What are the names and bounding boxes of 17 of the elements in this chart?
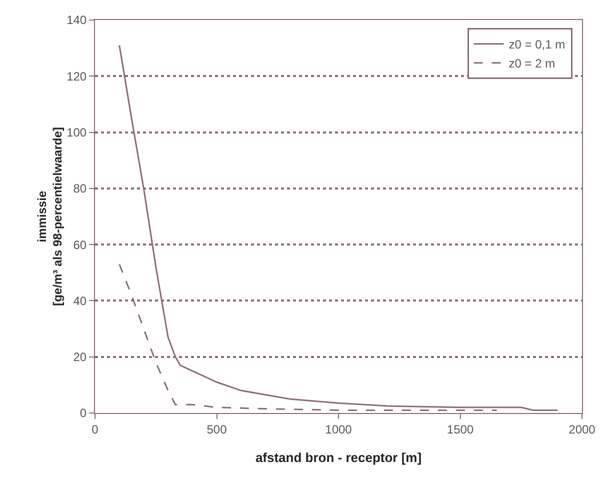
x-tick-label: 0 xyxy=(92,422,99,436)
x-tick-label: 2000 xyxy=(568,422,596,436)
y-tick-label: 60 xyxy=(73,238,87,252)
x-tick-label: 500 xyxy=(206,422,228,436)
x-tick-label: 1500 xyxy=(446,422,474,436)
y-tick-label: 40 xyxy=(73,294,87,308)
y-tick-label: 100 xyxy=(66,125,87,140)
legend-label: z0 = 0,1 m xyxy=(508,38,566,52)
y-tick-label: 120 xyxy=(66,69,87,84)
x-tick-label: 1000 xyxy=(325,422,352,436)
y-axis-title: immissie [ge/m³ als 98-percentielwaarde] xyxy=(34,127,65,306)
y-tick-label: 140 xyxy=(66,13,87,28)
y-tick-label: 20 xyxy=(73,350,87,364)
y-tick-label: 0 xyxy=(80,406,87,420)
x-axis-title: afstand bron - receptor [m] xyxy=(255,450,422,465)
y-tick-label: 80 xyxy=(73,182,87,196)
legend-label: z0 = 2 m xyxy=(508,56,556,71)
